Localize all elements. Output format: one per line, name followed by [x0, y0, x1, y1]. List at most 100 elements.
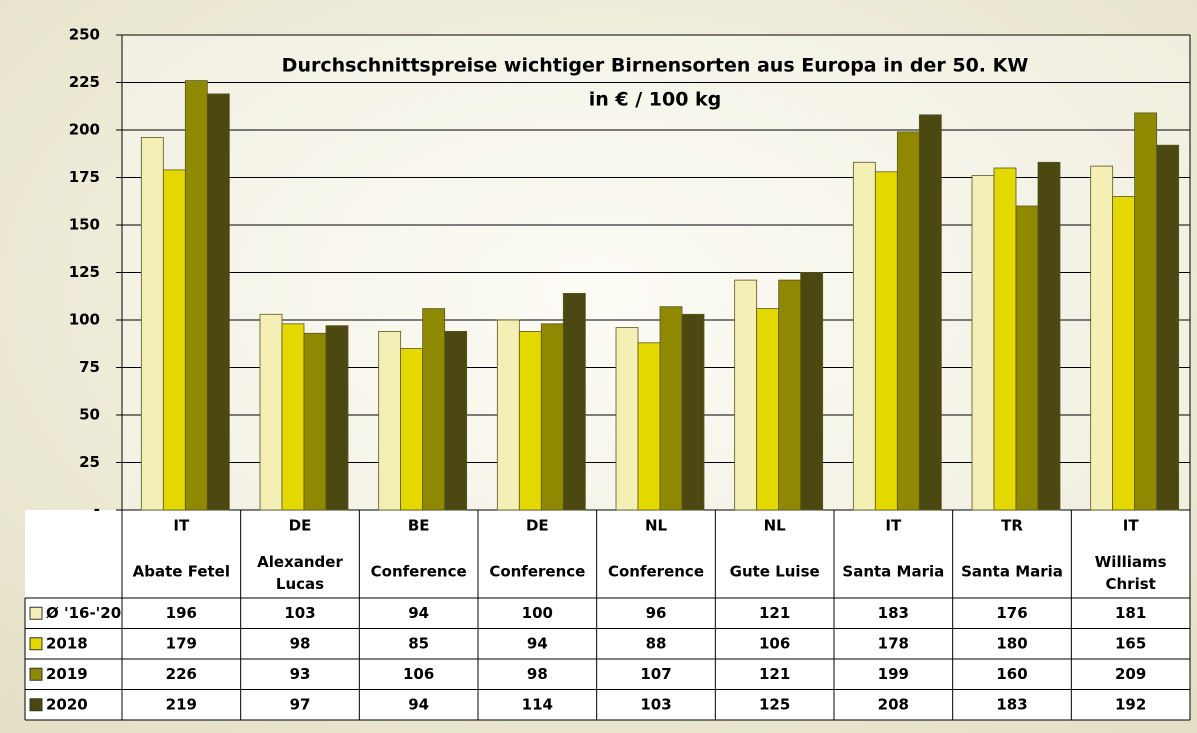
table-value: 208 — [878, 695, 909, 713]
bar — [875, 172, 897, 510]
x-tick-variety: Conference — [489, 563, 585, 581]
bar — [1157, 145, 1179, 510]
table-value: 103 — [284, 604, 315, 622]
table-value: 181 — [1115, 604, 1146, 622]
x-tick-variety: Conference — [608, 563, 704, 581]
x-tick-country: BE — [408, 517, 430, 535]
table-value: 85 — [408, 634, 429, 652]
legend-label: 2020 — [46, 695, 88, 713]
table-value: 94 — [527, 634, 548, 652]
bar — [994, 168, 1016, 510]
table-value: 88 — [646, 634, 667, 652]
bar — [379, 331, 401, 510]
legend-swatch — [30, 699, 42, 711]
legend-swatch — [30, 607, 42, 619]
bar — [1016, 206, 1038, 510]
x-tick-country: NL — [764, 517, 787, 535]
legend-swatch — [30, 668, 42, 680]
table-value: 93 — [290, 665, 311, 683]
bar — [519, 331, 541, 510]
table-value: 183 — [878, 604, 909, 622]
x-tick-country: NL — [645, 517, 668, 535]
y-tick-label: 175 — [69, 168, 100, 186]
x-tick-variety: Conference — [371, 563, 467, 581]
table-value: 199 — [878, 665, 909, 683]
x-tick-country: DE — [526, 517, 549, 535]
bar — [660, 307, 682, 510]
bar — [638, 343, 660, 510]
bar — [757, 309, 779, 510]
bar — [541, 324, 563, 510]
bar — [682, 314, 704, 510]
table-value: 192 — [1115, 695, 1146, 713]
bar — [972, 176, 994, 510]
bar — [163, 170, 185, 510]
bar — [401, 349, 423, 511]
bar — [326, 326, 348, 510]
y-tick-label: 100 — [69, 311, 100, 329]
x-tick-country: IT — [1123, 517, 1140, 535]
bar — [423, 309, 445, 510]
x-tick-variety: Abate Fetel — [133, 563, 230, 581]
x-tick-variety: Santa Maria — [842, 563, 944, 581]
bar — [282, 324, 304, 510]
y-tick-label: - — [94, 501, 100, 519]
table-value: 209 — [1115, 665, 1146, 683]
bar — [141, 138, 163, 510]
chart: Durchschnittspreise wichtiger Birnensort… — [0, 0, 1197, 733]
x-tick-variety: Gute Luise — [730, 563, 820, 581]
table-value: 94 — [408, 695, 429, 713]
bar — [1135, 113, 1157, 510]
x-tick-country: IT — [173, 517, 190, 535]
table-value: 180 — [996, 634, 1027, 652]
table-value: 94 — [408, 604, 429, 622]
x-tick-country: DE — [289, 517, 312, 535]
table-value: 97 — [290, 695, 311, 713]
table-value: 98 — [527, 665, 548, 683]
y-tick-label: 75 — [79, 358, 100, 376]
table-value: 103 — [640, 695, 671, 713]
table-value: 96 — [646, 604, 667, 622]
chart-title: Durchschnittspreise wichtiger Birnensort… — [282, 55, 1029, 77]
bar — [853, 162, 875, 510]
bar — [801, 273, 823, 511]
bar — [185, 81, 207, 510]
table-value: 178 — [878, 634, 909, 652]
bar — [304, 333, 326, 510]
x-tick-variety: Santa Maria — [961, 563, 1063, 581]
bar — [497, 320, 519, 510]
table-value: 107 — [640, 665, 671, 683]
bar — [616, 328, 638, 510]
bar — [563, 293, 585, 510]
table-value: 125 — [759, 695, 790, 713]
bar — [1091, 166, 1113, 510]
bar — [897, 132, 919, 510]
table-value: 179 — [166, 634, 197, 652]
bar — [1038, 162, 1060, 510]
y-tick-label: 25 — [79, 453, 100, 471]
bar — [919, 115, 941, 510]
table-value: 121 — [759, 665, 790, 683]
bar — [445, 331, 467, 510]
table-value: 176 — [996, 604, 1027, 622]
table-value: 183 — [996, 695, 1027, 713]
y-tick-label: 125 — [69, 263, 100, 281]
table-value: 100 — [522, 604, 553, 622]
y-tick-label: 150 — [69, 216, 100, 234]
x-tick-country: TR — [1001, 517, 1023, 535]
legend-label: Ø '16-'20 — [46, 604, 121, 622]
x-tick-country: IT — [885, 517, 902, 535]
y-tick-label: 50 — [79, 406, 100, 424]
bar — [735, 280, 757, 510]
legend-label: 2019 — [46, 665, 88, 683]
table-value: 226 — [166, 665, 197, 683]
table-value: 196 — [166, 604, 197, 622]
y-tick-label: 200 — [69, 121, 100, 139]
y-tick-label: 250 — [69, 26, 100, 44]
table-value: 219 — [166, 695, 197, 713]
chart-subtitle: in € / 100 kg — [589, 89, 722, 111]
table-value: 106 — [403, 665, 434, 683]
table-value: 106 — [759, 634, 790, 652]
table-value: 114 — [522, 695, 553, 713]
table-value: 160 — [996, 665, 1027, 683]
